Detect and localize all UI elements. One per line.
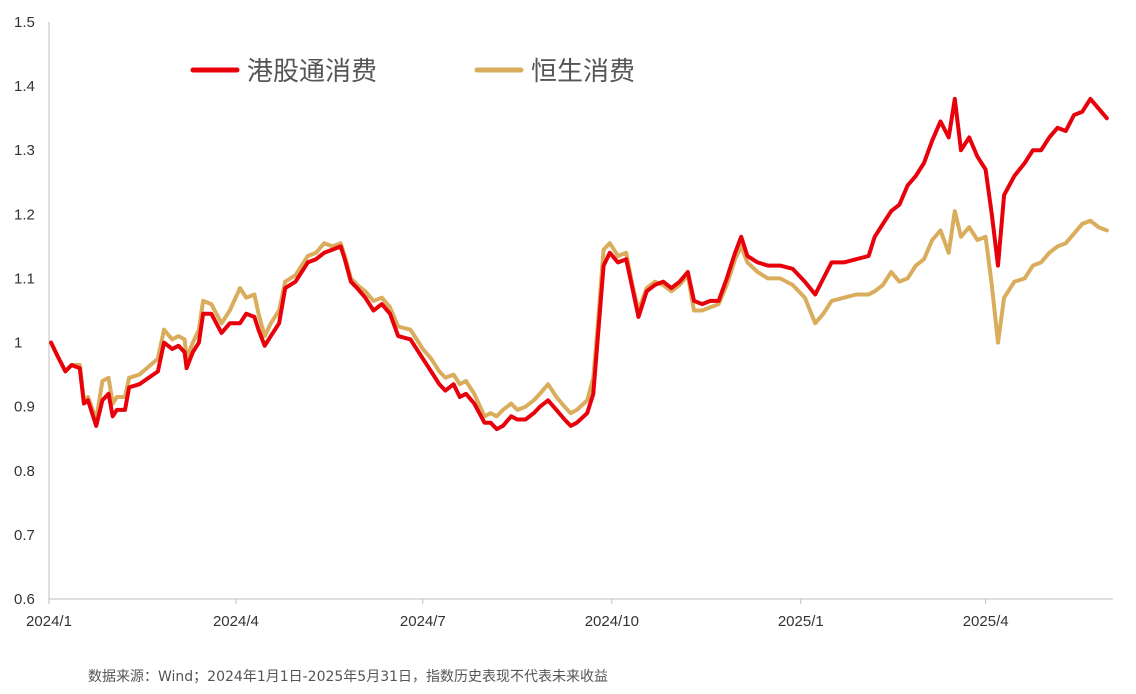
- legend-label-series-1: 港股通消费: [247, 57, 377, 87]
- x-tick-label: 2024/10: [585, 613, 639, 630]
- y-tick-label: 0.8: [14, 463, 35, 480]
- legend: 港股通消费 恒生消费: [190, 57, 635, 87]
- series-line-1: [49, 96, 1109, 432]
- legend-label-series-2: 恒生消费: [531, 57, 635, 87]
- source-note: 数据来源：Wind；2024年1月1日-2025年5月31日，指数历史表现不代表…: [88, 669, 609, 685]
- x-tick-label: 2024/7: [400, 613, 446, 630]
- y-tick-label: 1.4: [14, 78, 35, 95]
- x-tick-label: 2025/1: [778, 613, 824, 630]
- y-tick-label: 1.1: [14, 270, 35, 287]
- y-tick-label: 0.6: [14, 591, 35, 608]
- y-tick-label: 1.3: [14, 142, 35, 159]
- y-axis-tick-labels: 0.6 0.7 0.8 0.9 1 1.1 1.2 1.3 1.4 1.5: [14, 14, 35, 608]
- y-tick-label: 0.9: [14, 399, 35, 416]
- y-tick-label: 1.5: [14, 14, 35, 31]
- x-tick-label: 2025/4: [963, 613, 1009, 630]
- y-tick-label: 0.7: [14, 527, 35, 544]
- x-axis-tick-labels: 2024/1 2024/4 2024/7 2024/10 2025/1 2025/4: [26, 613, 1009, 630]
- x-axis-tick-marks: [48, 599, 987, 604]
- x-tick-label: 2024/4: [213, 613, 259, 630]
- x-tick-label: 2024/1: [26, 613, 72, 630]
- y-tick-label: 1.2: [14, 206, 35, 223]
- series-layer: [49, 96, 1109, 432]
- y-tick-label: 1: [14, 335, 22, 352]
